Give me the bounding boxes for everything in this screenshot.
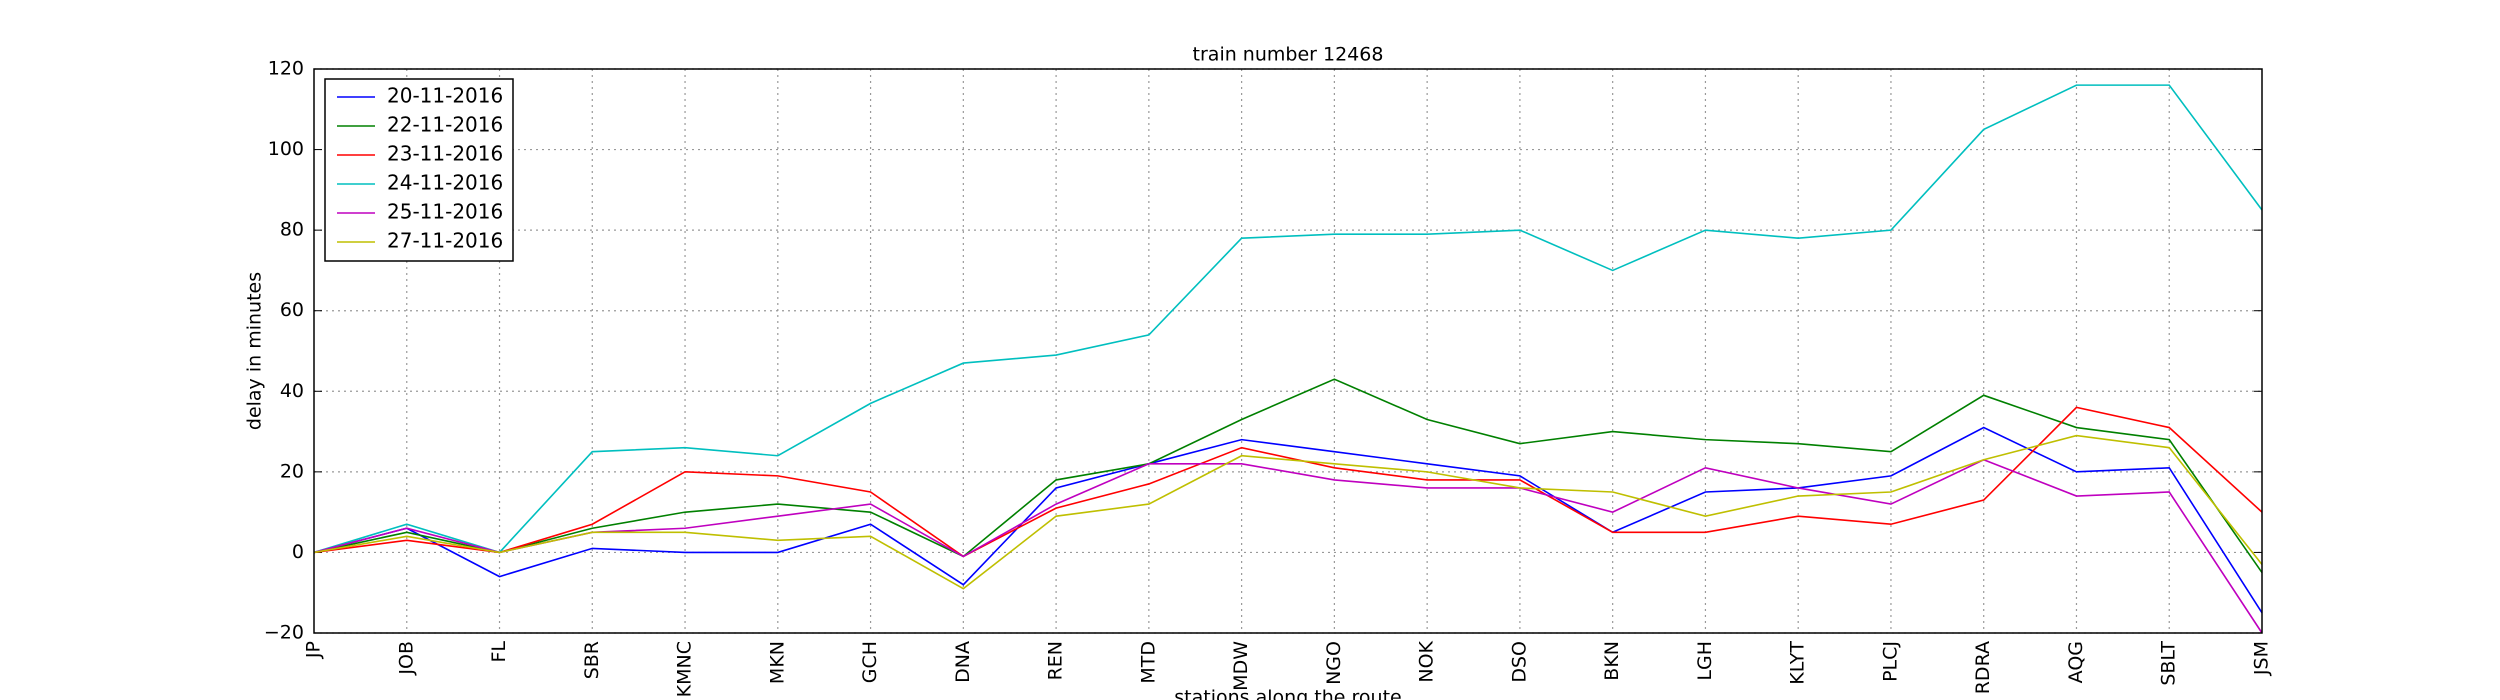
legend-box bbox=[324, 78, 514, 262]
y-tick-label: 120 bbox=[268, 58, 304, 80]
y-tick-label: 100 bbox=[268, 138, 304, 160]
x-tick-label: MKN bbox=[766, 641, 788, 684]
series-line bbox=[313, 406, 2263, 558]
x-tick-label: REN bbox=[1045, 641, 1067, 680]
x-tick-label: KMNC bbox=[674, 641, 696, 697]
x-tick-label: RDRA bbox=[1972, 641, 1994, 694]
legend-label: 20-11-2016 bbox=[387, 84, 503, 108]
series-line bbox=[313, 84, 2263, 554]
legend-label: 27-11-2016 bbox=[387, 229, 503, 253]
y-tick-label: 40 bbox=[280, 380, 304, 402]
x-tick-label: SBLT bbox=[2158, 641, 2180, 686]
plot-frame bbox=[313, 68, 2263, 634]
y-tick-label: 0 bbox=[292, 541, 304, 563]
series-line bbox=[313, 458, 2263, 634]
x-tick-label: JSM bbox=[2251, 641, 2273, 676]
x-tick-label: BKN bbox=[1601, 641, 1623, 681]
legend-label: 23-11-2016 bbox=[387, 142, 503, 166]
x-tick-label: LGH bbox=[1694, 641, 1716, 681]
y-tick-label: 20 bbox=[280, 460, 304, 482]
x-tick-label: NGO bbox=[1323, 641, 1345, 685]
x-tick-label: JP bbox=[303, 641, 325, 659]
x-tick-label: MDW bbox=[1230, 641, 1252, 691]
x-tick-label: AQG bbox=[2065, 641, 2087, 683]
series-line bbox=[313, 434, 2263, 590]
x-tick-label: PLCJ bbox=[1879, 641, 1901, 682]
chart-title: train number 12468 bbox=[1193, 44, 1384, 66]
x-tick-label: JOB bbox=[395, 641, 417, 676]
legend-label: 22-11-2016 bbox=[387, 113, 503, 137]
x-tick-label: KLYT bbox=[1787, 641, 1809, 685]
x-tick-label: SBR bbox=[581, 641, 603, 679]
y-tick-label: 60 bbox=[280, 299, 304, 321]
series-line bbox=[313, 378, 2263, 574]
x-tick-label: DSO bbox=[1508, 641, 1530, 683]
legend-label: 25-11-2016 bbox=[387, 200, 503, 224]
y-axis-label: delay in minutes bbox=[244, 272, 266, 430]
x-tick-label: MTD bbox=[1137, 641, 1159, 684]
x-tick-label: DNA bbox=[952, 641, 974, 683]
x-tick-label: GCH bbox=[859, 641, 881, 683]
legend-label: 24-11-2016 bbox=[387, 171, 503, 195]
y-tick-label: 80 bbox=[280, 219, 304, 241]
x-axis-label: stations along the route bbox=[1174, 687, 1401, 700]
y-tick-label: −20 bbox=[264, 622, 304, 644]
x-tick-label: FL bbox=[488, 641, 510, 663]
series-line bbox=[313, 426, 2263, 614]
x-tick-label: NOK bbox=[1416, 640, 1438, 682]
